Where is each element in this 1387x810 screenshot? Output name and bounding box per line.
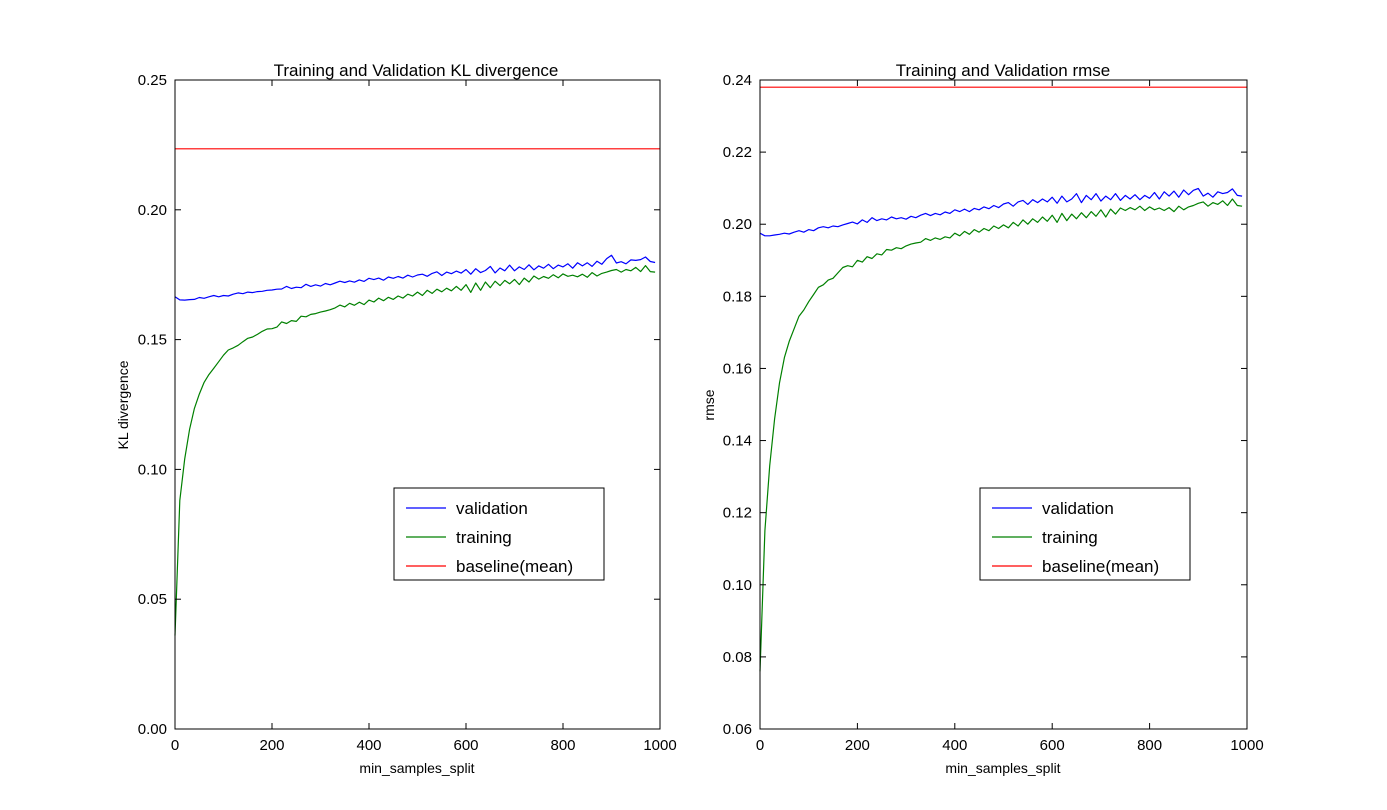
y-tick-label: 0.00 xyxy=(138,721,167,738)
x-tick-label: 200 xyxy=(259,737,284,754)
legend: validation training baseline(mean) xyxy=(979,487,1191,581)
chart-title: Training and Validation KL divergence xyxy=(274,61,559,80)
legend-box xyxy=(393,487,605,581)
y-tick-label: 0.24 xyxy=(723,72,752,89)
chart-title: Training and Validation rmse xyxy=(896,61,1111,80)
x-tick-label: 1000 xyxy=(1230,737,1263,754)
legend-label: validation xyxy=(1042,499,1114,518)
plot-frame xyxy=(759,79,1248,730)
x-axis-label: min_samples_split xyxy=(359,760,474,776)
x-tick-label: 200 xyxy=(845,737,870,754)
legend-label: baseline(mean) xyxy=(1042,557,1159,576)
legend-box xyxy=(979,487,1191,581)
plot-lines xyxy=(174,148,660,636)
x-tick-label: 800 xyxy=(1137,737,1162,754)
plot-lines xyxy=(759,86,1247,672)
y-tick-label: 0.18 xyxy=(723,288,752,305)
axis-ticks: 0 200 400 600 800 1000 0.00 0.05 0.10 0.15 0.20 0.2… xyxy=(138,72,677,754)
x-tick-label: 1000 xyxy=(643,737,676,754)
y-tick-label: 0.06 xyxy=(723,721,752,738)
kl-divergence-chart: Training and Validation KL divergence 0 2… xyxy=(115,61,677,776)
x-tick-label: 0 xyxy=(171,737,179,754)
legend-label: training xyxy=(456,528,512,547)
x-tick-label: 600 xyxy=(453,737,478,754)
legend-label: training xyxy=(1042,528,1098,547)
series-line-validation xyxy=(759,187,1243,237)
x-tick-label: 400 xyxy=(356,737,381,754)
series-line-training xyxy=(174,265,656,636)
legend-entries: validation training baseline(mean) xyxy=(406,499,573,576)
legend-entries: validation training baseline(mean) xyxy=(992,499,1159,576)
x-tick-label: 400 xyxy=(942,737,967,754)
y-tick-label: 0.15 xyxy=(138,332,167,349)
y-tick-label: 0.20 xyxy=(723,216,752,233)
legend-label: validation xyxy=(456,499,528,518)
y-tick-label: 0.16 xyxy=(723,360,752,377)
y-axis-label: KL divergence xyxy=(115,360,131,449)
legend: validation training baseline(mean) xyxy=(393,487,605,581)
x-axis-label: min_samples_split xyxy=(945,760,1060,776)
series-line-validation xyxy=(174,254,656,301)
y-tick-label: 0.22 xyxy=(723,144,752,161)
y-axis-label: rmse xyxy=(701,389,717,420)
y-tick-label: 0.20 xyxy=(138,202,167,219)
y-tick-label: 0.25 xyxy=(138,72,167,89)
x-tick-label: 0 xyxy=(756,737,764,754)
y-tick-label: 0.05 xyxy=(138,591,167,608)
y-tick-label: 0.10 xyxy=(723,577,752,594)
x-tick-label: 800 xyxy=(550,737,575,754)
series-line-training xyxy=(759,198,1243,672)
x-tick-label: 600 xyxy=(1040,737,1065,754)
rmse-chart: Training and Validation rmse 0 200 400 600 8… xyxy=(701,61,1264,776)
axis-ticks: 0 200 400 600 800 1000 0.06 0.08 0.10 0.12 0.14 0.1… xyxy=(723,72,1264,754)
y-tick-label: 0.10 xyxy=(138,461,167,478)
y-tick-label: 0.12 xyxy=(723,505,752,522)
y-tick-label: 0.08 xyxy=(723,649,752,666)
plot-frame xyxy=(174,79,661,730)
legend-label: baseline(mean) xyxy=(456,557,573,576)
y-tick-label: 0.14 xyxy=(723,433,752,450)
